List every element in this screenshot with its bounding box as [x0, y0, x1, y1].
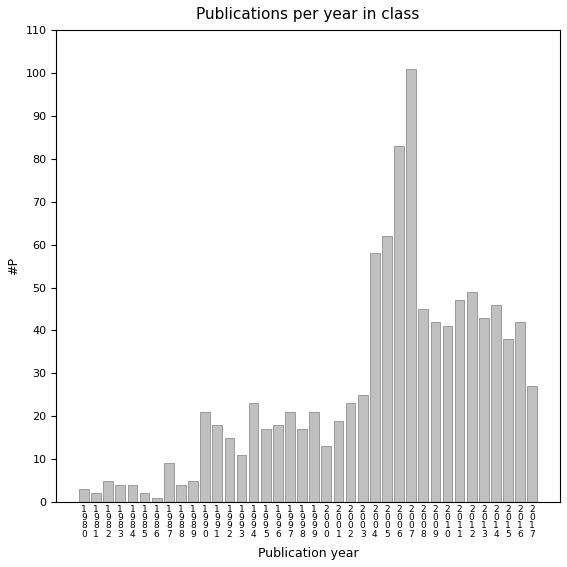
Bar	[443, 326, 452, 502]
Bar	[285, 412, 295, 502]
Y-axis label: #P: #P	[7, 257, 20, 275]
Bar	[479, 318, 489, 502]
Bar	[79, 489, 89, 502]
Bar	[200, 412, 210, 502]
Bar	[418, 309, 428, 502]
Bar	[91, 493, 101, 502]
Bar	[394, 146, 404, 502]
Bar	[236, 455, 246, 502]
Bar	[407, 69, 416, 502]
X-axis label: Publication year: Publication year	[258, 547, 358, 560]
Bar	[188, 481, 198, 502]
Bar	[503, 339, 513, 502]
Bar	[515, 322, 525, 502]
Bar	[273, 425, 283, 502]
Bar	[491, 304, 501, 502]
Bar	[527, 386, 537, 502]
Bar	[103, 481, 113, 502]
Bar	[225, 438, 234, 502]
Bar	[261, 429, 270, 502]
Bar	[382, 236, 392, 502]
Bar	[455, 301, 464, 502]
Bar	[310, 412, 319, 502]
Bar	[430, 322, 440, 502]
Bar	[297, 429, 307, 502]
Bar	[467, 292, 477, 502]
Bar	[116, 485, 125, 502]
Bar	[333, 421, 343, 502]
Title: Publications per year in class: Publications per year in class	[196, 7, 420, 22]
Bar	[213, 425, 222, 502]
Bar	[164, 463, 174, 502]
Bar	[249, 403, 259, 502]
Bar	[128, 485, 137, 502]
Bar	[152, 498, 162, 502]
Bar	[358, 395, 367, 502]
Bar	[370, 253, 380, 502]
Bar	[176, 485, 186, 502]
Bar	[321, 446, 331, 502]
Bar	[346, 403, 356, 502]
Bar	[139, 493, 149, 502]
